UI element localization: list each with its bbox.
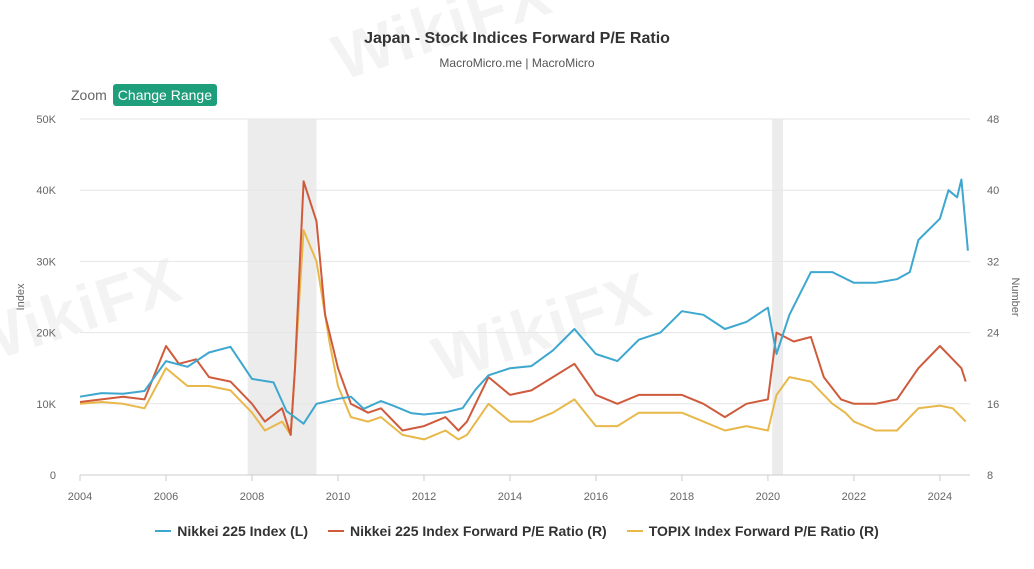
right-axis-tick-label: 16 — [987, 399, 999, 411]
left-axis-tick-label: 40K — [36, 185, 56, 197]
left-axis-tick-label: 0 — [50, 470, 56, 482]
x-axis-tick-label: 2008 — [240, 491, 264, 503]
recession-band-0 — [247, 119, 317, 475]
x-axis-tick-label: 2010 — [326, 491, 350, 503]
right-axis-tick-label: 8 — [987, 470, 993, 482]
legend-label-nikkei-index: Nikkei 225 Index (L) — [177, 523, 308, 539]
left-axis-tick-label: 50K — [36, 114, 56, 126]
x-axis-tick-label: 2022 — [842, 491, 866, 503]
right-axis-tick-label: 24 — [987, 328, 999, 340]
x-axis-tick-label: 2004 — [68, 491, 92, 503]
legend-swatch-nikkei-pe — [327, 530, 344, 532]
left-axis-tick-label: 20K — [36, 328, 56, 340]
right-axis-tick-label: 48 — [987, 114, 999, 126]
left-axis-tick-label: 10K — [36, 399, 56, 411]
legend-item-nikkei-index[interactable]: Nikkei 225 Index (L) — [155, 523, 308, 539]
legend-swatch-nikkei-index — [155, 530, 172, 532]
x-axis-tick-label: 2012 — [412, 491, 436, 503]
chart-subtitle: MacroMicro.me | MacroMicro — [439, 56, 595, 70]
left-axis-tick-label: 30K — [36, 256, 56, 268]
legend-item-nikkei-pe[interactable]: Nikkei 225 Index Forward P/E Ratio (R) — [327, 523, 607, 539]
right-axis-tick-label: 32 — [987, 256, 999, 268]
series-line-nikkei-pe — [79, 180, 967, 436]
legend-item-topix-pe[interactable]: TOPIX Index Forward P/E Ratio (R) — [626, 523, 879, 539]
right-axis-title: Number — [1009, 277, 1021, 316]
change-range-button[interactable]: Change Range — [112, 84, 217, 106]
series-line-topix-pe — [79, 229, 967, 441]
x-axis-tick-label: 2024 — [928, 491, 952, 503]
recession-band-1 — [772, 119, 783, 475]
left-axis-title: Index — [15, 283, 27, 310]
x-axis-tick-label: 2006 — [154, 491, 178, 503]
zoom-label: Zoom — [71, 87, 107, 103]
legend-label-nikkei-pe: Nikkei 225 Index Forward P/E Ratio (R) — [349, 523, 607, 539]
legend-label-topix-pe: TOPIX Index Forward P/E Ratio (R) — [648, 523, 879, 539]
zoom-bar: Zoom Change Range — [71, 84, 217, 106]
x-axis-tick-label: 2020 — [756, 491, 780, 503]
legend-swatch-topix-pe — [626, 530, 643, 532]
chart-title: Japan - Stock Indices Forward P/E Ratio — [364, 30, 670, 47]
right-axis-tick-label: 40 — [987, 185, 999, 197]
x-axis-tick-label: 2014 — [498, 491, 522, 503]
x-axis-tick-label: 2018 — [670, 491, 694, 503]
x-axis-tick-label: 2016 — [584, 491, 608, 503]
legend: Nikkei 225 Index (L) Nikkei 225 Index Fo… — [0, 523, 1034, 539]
series-line-nikkei-index — [79, 178, 969, 425]
